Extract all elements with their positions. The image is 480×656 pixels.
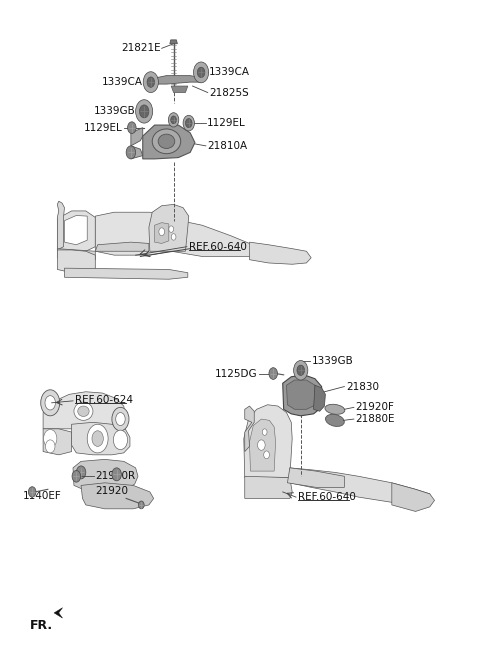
Circle shape <box>126 146 136 159</box>
Text: 21830: 21830 <box>346 382 379 392</box>
Ellipse shape <box>78 406 89 417</box>
Circle shape <box>168 113 179 127</box>
Circle shape <box>143 72 158 92</box>
Circle shape <box>297 365 304 375</box>
Text: 21880E: 21880E <box>355 414 395 424</box>
Circle shape <box>262 429 267 436</box>
Circle shape <box>264 451 269 459</box>
Polygon shape <box>143 125 195 159</box>
Ellipse shape <box>325 404 345 415</box>
Polygon shape <box>171 218 254 256</box>
Polygon shape <box>283 375 322 416</box>
Text: 1129EL: 1129EL <box>84 123 122 133</box>
Polygon shape <box>250 419 276 471</box>
Polygon shape <box>96 213 171 255</box>
Polygon shape <box>54 607 62 618</box>
Circle shape <box>139 105 149 118</box>
Ellipse shape <box>152 129 180 154</box>
Text: FR.: FR. <box>30 619 53 632</box>
Polygon shape <box>149 205 189 251</box>
Polygon shape <box>131 128 143 146</box>
Polygon shape <box>290 468 430 505</box>
Ellipse shape <box>325 415 344 426</box>
Text: 1125DG: 1125DG <box>215 369 258 379</box>
Circle shape <box>45 396 56 410</box>
Circle shape <box>112 407 129 431</box>
Polygon shape <box>170 40 178 44</box>
Circle shape <box>76 466 86 479</box>
Circle shape <box>185 119 192 128</box>
Polygon shape <box>250 242 311 264</box>
Polygon shape <box>244 405 292 478</box>
Circle shape <box>294 361 308 380</box>
Circle shape <box>159 228 165 236</box>
Polygon shape <box>43 392 125 429</box>
Circle shape <box>171 234 176 240</box>
Polygon shape <box>245 476 292 499</box>
Text: 1129EL: 1129EL <box>207 118 246 128</box>
Text: REF.60-640: REF.60-640 <box>298 492 356 502</box>
Circle shape <box>147 77 155 87</box>
Text: 21950R: 21950R <box>96 471 135 482</box>
Circle shape <box>258 440 265 450</box>
Circle shape <box>72 470 81 482</box>
Polygon shape <box>81 483 154 509</box>
Text: 1339CA: 1339CA <box>102 77 143 87</box>
Polygon shape <box>392 483 434 512</box>
Text: 21821E: 21821E <box>121 43 161 53</box>
Polygon shape <box>57 201 64 250</box>
Polygon shape <box>287 380 316 409</box>
Circle shape <box>41 390 60 416</box>
Circle shape <box>44 430 57 447</box>
Polygon shape <box>64 268 188 279</box>
Text: 1339GB: 1339GB <box>312 356 353 365</box>
Polygon shape <box>73 459 138 492</box>
Text: 1339GB: 1339GB <box>94 106 135 116</box>
Polygon shape <box>147 75 201 84</box>
Polygon shape <box>64 215 87 245</box>
Circle shape <box>112 468 121 481</box>
Circle shape <box>128 122 136 134</box>
Circle shape <box>46 440 55 453</box>
Polygon shape <box>43 429 72 455</box>
Text: 21825S: 21825S <box>209 87 249 98</box>
Polygon shape <box>57 249 96 260</box>
Circle shape <box>136 100 153 123</box>
Polygon shape <box>171 86 188 92</box>
Text: REF.60-640: REF.60-640 <box>189 241 247 252</box>
Circle shape <box>116 413 125 426</box>
Polygon shape <box>96 242 149 251</box>
Polygon shape <box>57 211 96 251</box>
Polygon shape <box>131 146 143 159</box>
Polygon shape <box>155 222 169 243</box>
Text: 21810A: 21810A <box>207 141 247 151</box>
Text: 21920: 21920 <box>96 485 128 496</box>
Ellipse shape <box>74 402 93 420</box>
Circle shape <box>197 67 205 77</box>
Text: 1140EF: 1140EF <box>23 491 61 501</box>
Polygon shape <box>72 422 130 455</box>
Polygon shape <box>57 250 96 273</box>
Circle shape <box>269 367 277 379</box>
Circle shape <box>171 116 177 124</box>
Circle shape <box>28 487 36 497</box>
Circle shape <box>169 226 174 232</box>
Text: REF.60-624: REF.60-624 <box>75 394 133 405</box>
Polygon shape <box>288 468 344 487</box>
Circle shape <box>113 430 128 449</box>
Polygon shape <box>245 406 254 451</box>
Circle shape <box>183 115 194 131</box>
Circle shape <box>138 501 144 509</box>
Circle shape <box>87 424 108 453</box>
Ellipse shape <box>158 134 175 148</box>
Text: 21920F: 21920F <box>355 402 394 413</box>
Polygon shape <box>313 385 325 411</box>
Circle shape <box>193 62 209 83</box>
Circle shape <box>92 431 103 446</box>
Text: 1339CA: 1339CA <box>209 68 250 77</box>
